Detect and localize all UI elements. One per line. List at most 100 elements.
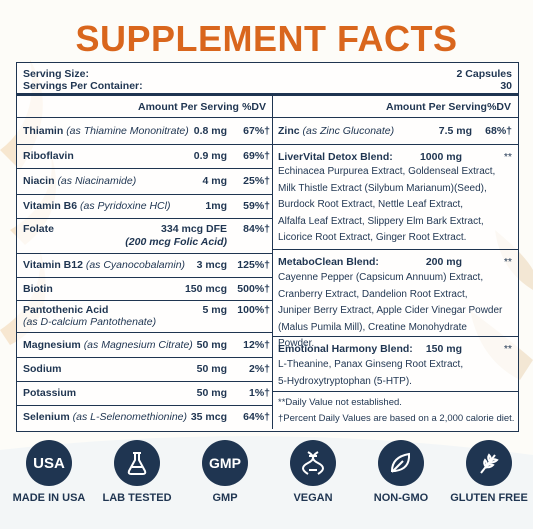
ingredient-line: (Malus Pumila Mill), Creatine Monohydrat… <box>278 321 467 350</box>
nutrient-name: Folate <box>23 223 54 235</box>
row-divider <box>17 300 272 301</box>
blend-name: MetaboClean Blend: <box>278 256 379 268</box>
badge-gmp: GMP GMP <box>182 440 268 504</box>
ingredient-line: Cranberry Extract, Dandelion Root Extrac… <box>278 288 468 300</box>
nutrient-dv: 2%† <box>248 363 270 375</box>
badge-label: MADE IN USA <box>12 492 86 504</box>
ingredient-line: Echinacea Purpurea Extract, Goldenseal E… <box>278 166 496 177</box>
nutrient-amount: 150 mcg <box>184 283 227 295</box>
nutrient-row: Riboflavin <box>23 150 74 163</box>
ingredient-line: L-Theanine, Panax Ginseng Root Extract, <box>278 359 464 370</box>
nutrient-name: Thiamin <box>23 125 64 137</box>
flask-icon <box>114 440 160 486</box>
usa-icon: USA <box>26 440 72 486</box>
ingredient-line: Licorice Root Extract, Ginger Root Extra… <box>278 232 467 243</box>
nutrient-name: Pantothenic Acid <box>23 304 109 316</box>
badge-gluten-free: GLUTEN FREE <box>446 440 532 504</box>
servings-per-container-label: Servings Per Container: <box>23 80 143 92</box>
header-divider <box>17 93 518 96</box>
nutrient-row: Potassium <box>23 387 76 400</box>
row-divider <box>273 144 518 145</box>
row-divider <box>17 381 272 382</box>
badge-vegan: VEGAN <box>270 440 356 504</box>
blend-ingredients: Cayenne Pepper (Capsicum Annuum) Extract… <box>278 270 503 353</box>
blend-ingredients: L-Theanine, Panax Ginseng Root Extract, … <box>278 357 503 390</box>
ingredient-line: Alfalfa Leaf Extract, Slippery Elm Bark … <box>278 215 484 227</box>
page-title: SUPPLEMENT FACTS <box>75 18 458 59</box>
blend-dv: ** <box>503 256 512 268</box>
nutrient-source: (as L-Selenomethionine) <box>72 411 188 423</box>
nutrient-row: Zinc (as Zinc Gluconate) <box>278 125 394 138</box>
row-divider <box>17 332 272 333</box>
ingredient-line: Cayenne Pepper (Capsicum Annuum) Extract… <box>278 272 484 283</box>
nutrient-dv: 84%† <box>243 223 270 235</box>
nutrient-source: (as Zinc Gluconate) <box>302 125 395 137</box>
nutrient-row: Biotin <box>23 283 53 296</box>
row-divider <box>273 336 518 337</box>
row-divider <box>273 249 518 250</box>
nutrient-amount: 50 mg <box>196 363 227 375</box>
nutrient-source: (as Pyridoxine HCl) <box>80 200 171 212</box>
servings-per-container-value: 30 <box>500 80 512 92</box>
supplement-facts-panel: Serving Size: Servings Per Container: 2 … <box>16 62 519 432</box>
nutrient-row: Niacin (as Niacinamide) <box>23 175 136 188</box>
ingredient-line: 5-Hydroxytryptophan (5-HTP). <box>278 375 412 387</box>
nutrient-dv: 12%† <box>243 339 270 351</box>
nutrient-row: Magnesium (as Magnesium Citrate) <box>23 339 193 352</box>
nutrient-name: Magnesium <box>23 339 81 351</box>
nutrient-amount: 35 mcg <box>190 411 227 423</box>
ingredient-line: Burdock Root Extract, Nettle Leaf Extrac… <box>278 199 464 210</box>
nutrient-amount: 334 mcg DFE <box>161 223 227 235</box>
badge-lab-tested: LAB TESTED <box>94 440 180 504</box>
wheat-icon <box>466 440 512 486</box>
nutrient-name: Vitamin B12 <box>23 259 83 271</box>
badge-non-gmo: NON-GMO <box>358 440 444 504</box>
nutrient-row: Thiamin (as Thiamine Mononitrate) <box>23 125 189 138</box>
gmp-icon: GMP <box>202 440 248 486</box>
row-divider <box>17 277 272 278</box>
row-divider <box>17 253 272 254</box>
nutrient-dv: 500%† <box>237 283 270 295</box>
nutrient-row: Selenium (as L-Selenomethionine) <box>23 411 187 424</box>
footnote-daily-value: **Daily Value not established. <box>278 397 402 408</box>
row-divider <box>17 144 272 145</box>
badge-label: LAB TESTED <box>102 492 172 504</box>
badge-label: GMP <box>212 492 238 504</box>
blend-name: Emotional Harmony Blend: <box>278 343 413 355</box>
nutrient-amount: 5 mg <box>202 304 227 316</box>
nutrient-dv: 69%† <box>243 150 270 162</box>
row-divider <box>17 218 272 219</box>
nutrient-name: Vitamin B6 <box>23 200 78 212</box>
nutrient-amount: 7.5 mg <box>438 125 472 137</box>
badge-label: GLUTEN FREE <box>450 492 528 504</box>
nutrient-row: Vitamin B12 (as Cyanocobalamin) <box>23 259 185 272</box>
nutrient-dv: 1%† <box>248 387 270 399</box>
blend-amount: 150 mg <box>425 343 462 355</box>
blend-name: LiverVital Detox Blend: <box>278 151 393 163</box>
right-amount-header: Amount Per Serving <box>386 101 487 113</box>
blend-amount: 200 mg <box>425 256 462 268</box>
row-divider <box>273 391 518 392</box>
blend-dv: ** <box>503 343 512 355</box>
nutrient-name: Riboflavin <box>23 150 74 162</box>
nutrient-name: Potassium <box>23 387 77 399</box>
nutrient-dv: 59%† <box>243 200 270 212</box>
row-divider <box>17 357 272 358</box>
nutrient-name: Zinc <box>278 125 300 137</box>
nutrient-amount: 0.8 mg <box>193 125 227 137</box>
badge-label: VEGAN <box>293 492 333 504</box>
nutrient-dv: 64%† <box>243 411 270 423</box>
column-header-divider <box>17 117 518 118</box>
nutrient-dv: 68%† <box>485 125 512 137</box>
dna-icon <box>290 440 336 486</box>
nutrient-source: (as D-calcium Pantothenate) <box>23 316 157 328</box>
left-dv-header: %DV <box>242 101 266 113</box>
nutrient-source: (as Cyanocobalamin) <box>85 259 186 271</box>
footnote-percent-dv: †Percent Daily Values are based on a 2,0… <box>278 413 515 424</box>
nutrient-dv: 100%† <box>237 304 270 316</box>
nutrient-name: Niacin <box>23 175 55 187</box>
badge-made-in-usa: USA MADE IN USA <box>6 440 92 504</box>
column-divider <box>272 93 273 429</box>
nutrient-amount: 50 mg <box>196 339 227 351</box>
nutrient-row: Pantothenic Acid <box>23 304 108 317</box>
